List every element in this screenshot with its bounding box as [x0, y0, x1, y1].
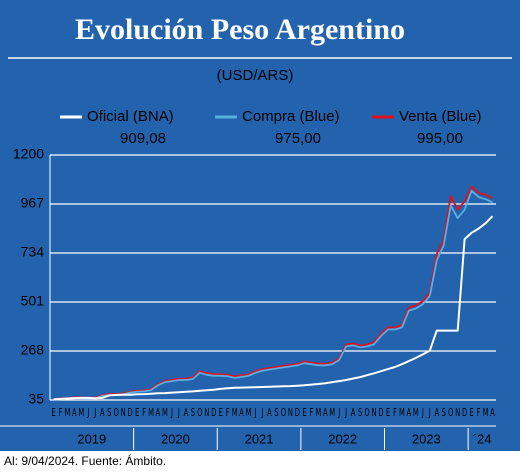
year-label: ´24: [473, 431, 492, 446]
x-tick-label: S: [442, 408, 446, 419]
x-tick-label: J: [170, 408, 173, 419]
legend-value: 909,08: [120, 130, 166, 147]
x-tick-label: D: [128, 408, 133, 419]
x-tick-label: A: [323, 408, 328, 419]
x-tick-label: N: [204, 408, 209, 419]
x-tick-label: O: [114, 408, 119, 419]
x-tick-label: D: [378, 408, 383, 419]
y-tick-label: 501: [21, 293, 45, 309]
x-tick-label: M: [64, 408, 70, 419]
x-tick-label: A: [267, 408, 272, 419]
x-tick-label: J: [87, 408, 90, 419]
series-line: [53, 189, 493, 401]
y-tick-label: 967: [21, 195, 45, 211]
x-tick-label: F: [226, 408, 230, 419]
legend-label: Compra (Blue): [242, 108, 340, 125]
chart-title: Evolución Peso Argentino: [75, 13, 405, 46]
year-label: 2019: [77, 431, 106, 446]
x-tick-label: A: [156, 408, 161, 419]
x-tick-label: E: [302, 408, 306, 419]
x-tick-label: E: [135, 408, 139, 419]
year-label: 2020: [161, 431, 190, 446]
y-tick-label: 268: [21, 342, 45, 358]
x-tick-label: O: [364, 408, 369, 419]
x-tick-label: M: [315, 408, 321, 419]
x-tick-label: J: [93, 408, 96, 419]
x-tick-label: A: [490, 408, 495, 419]
year-label: 2021: [245, 431, 274, 446]
x-tick-label: O: [197, 408, 202, 419]
x-tick-label: M: [399, 408, 405, 419]
x-tick-label: N: [288, 408, 293, 419]
x-tick-label: M: [232, 408, 238, 419]
x-tick-label: D: [211, 408, 216, 419]
x-tick-label: N: [121, 408, 126, 419]
x-tick-label: A: [434, 408, 439, 419]
x-tick-label: O: [448, 408, 453, 419]
x-tick-label: F: [58, 408, 62, 419]
x-tick-label: A: [351, 408, 356, 419]
x-tick-label: M: [148, 408, 154, 419]
x-tick-label: E: [469, 408, 473, 419]
x-tick-label: F: [393, 408, 397, 419]
x-tick-label: A: [100, 408, 105, 419]
x-tick-label: M: [329, 408, 335, 419]
x-tick-label: S: [274, 408, 278, 419]
subtitle: (USD/ARS): [217, 67, 294, 84]
x-tick-label: D: [295, 408, 300, 419]
x-tick-label: N: [372, 408, 377, 419]
legend-value: 995,00: [417, 130, 463, 147]
x-tick-label: J: [177, 408, 180, 419]
legend-value: 975,00: [275, 130, 321, 147]
x-tick-label: E: [51, 408, 55, 419]
legend-label: Oficial (BNA): [87, 108, 174, 125]
x-tick-label: J: [254, 408, 257, 419]
x-tick-label: E: [219, 408, 223, 419]
y-tick-label: 35: [28, 391, 44, 407]
x-tick-label: D: [462, 408, 467, 419]
x-tick-label: F: [309, 408, 313, 419]
x-tick-label: E: [386, 408, 390, 419]
source: Al: 9/04/2024. Fuente: Ámbito.: [4, 453, 166, 468]
x-tick-label: A: [407, 408, 412, 419]
y-tick-label: 734: [21, 244, 45, 260]
background: [0, 0, 520, 451]
x-tick-label: J: [428, 408, 431, 419]
x-tick-label: M: [78, 408, 84, 419]
x-tick-label: A: [184, 408, 189, 419]
x-tick-label: F: [142, 408, 146, 419]
x-tick-label: F: [477, 408, 481, 419]
year-label: 2022: [328, 431, 357, 446]
series-line: [53, 215, 494, 401]
x-tick-label: J: [421, 408, 424, 419]
x-tick-label: S: [191, 408, 195, 419]
x-tick-label: N: [455, 408, 460, 419]
x-tick-label: S: [358, 408, 362, 419]
x-tick-label: A: [72, 408, 77, 419]
x-tick-label: M: [246, 408, 252, 419]
x-tick-label: S: [107, 408, 111, 419]
legend-label: Venta (Blue): [399, 108, 482, 125]
x-tick-label: M: [483, 408, 489, 419]
year-label: 2023: [412, 431, 441, 446]
x-tick-label: M: [162, 408, 168, 419]
x-tick-label: O: [281, 408, 286, 419]
footer-background: [0, 451, 520, 471]
x-tick-label: J: [261, 408, 264, 419]
y-tick-label: 1200: [13, 146, 44, 162]
x-tick-label: A: [239, 408, 244, 419]
x-tick-label: J: [337, 408, 340, 419]
x-tick-label: J: [344, 408, 347, 419]
x-tick-label: M: [413, 408, 419, 419]
